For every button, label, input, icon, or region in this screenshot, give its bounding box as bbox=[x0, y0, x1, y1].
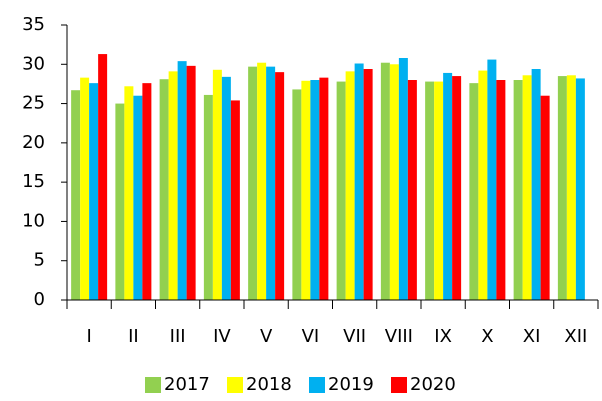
bar bbox=[363, 69, 373, 300]
bar bbox=[469, 83, 479, 301]
bar bbox=[336, 81, 346, 300]
bar bbox=[142, 83, 152, 301]
x-tick-label: VIII bbox=[385, 326, 413, 347]
legend-swatch bbox=[309, 377, 325, 393]
bar bbox=[575, 78, 585, 300]
bar bbox=[186, 65, 196, 300]
bar bbox=[380, 62, 390, 300]
legend-swatch bbox=[145, 377, 161, 393]
x-tick-label: VII bbox=[343, 326, 366, 347]
bar bbox=[487, 59, 497, 301]
bar bbox=[513, 80, 523, 300]
bar bbox=[407, 80, 417, 300]
bar bbox=[301, 80, 311, 301]
bar bbox=[133, 95, 143, 300]
bar bbox=[80, 77, 90, 301]
bar bbox=[266, 66, 276, 301]
x-tick-label: I bbox=[86, 326, 91, 347]
y-tick-label: 0 bbox=[34, 289, 45, 310]
bar bbox=[115, 103, 125, 300]
bar bbox=[443, 72, 453, 300]
bar bbox=[319, 77, 329, 301]
bar bbox=[540, 95, 550, 300]
x-tick-label: IV bbox=[213, 326, 231, 347]
y-tick-label: 35 bbox=[22, 14, 45, 35]
bar bbox=[522, 75, 532, 301]
bar bbox=[478, 70, 488, 300]
y-tick-label: 10 bbox=[22, 210, 45, 231]
y-tick-label: 30 bbox=[22, 53, 45, 74]
bar bbox=[566, 75, 576, 301]
bar bbox=[212, 69, 222, 301]
bar bbox=[168, 71, 178, 300]
bar bbox=[71, 90, 81, 300]
bar bbox=[230, 100, 240, 300]
bar bbox=[98, 54, 108, 301]
y-tick-label: 25 bbox=[22, 93, 45, 114]
x-tick-label: XII bbox=[564, 326, 587, 347]
bar bbox=[248, 66, 258, 301]
bar bbox=[531, 69, 541, 300]
x-tick-label: VI bbox=[302, 326, 320, 347]
legend-swatch bbox=[391, 377, 407, 393]
bar bbox=[434, 81, 444, 300]
bar bbox=[292, 89, 302, 300]
bar bbox=[557, 76, 567, 300]
bar bbox=[177, 61, 187, 301]
bar bbox=[345, 71, 355, 300]
bar bbox=[221, 76, 231, 300]
bar bbox=[354, 63, 364, 300]
bar bbox=[159, 79, 169, 300]
legend-label: 2018 bbox=[246, 374, 292, 395]
y-tick-label: 15 bbox=[22, 171, 45, 192]
bar bbox=[389, 64, 399, 301]
bar bbox=[124, 86, 134, 301]
legend-label: 2019 bbox=[328, 374, 374, 395]
x-tick-label: V bbox=[260, 326, 273, 347]
legend-swatch bbox=[227, 377, 243, 393]
bar bbox=[425, 81, 435, 300]
bar bbox=[89, 83, 99, 301]
bar bbox=[203, 94, 213, 300]
bar bbox=[310, 80, 320, 300]
x-tick-label: IX bbox=[434, 326, 452, 347]
x-tick-label: X bbox=[481, 326, 493, 347]
legend-label: 2017 bbox=[164, 374, 210, 395]
x-tick-label: XI bbox=[523, 326, 541, 347]
y-tick-label: 5 bbox=[34, 250, 45, 271]
x-tick-label: II bbox=[128, 326, 139, 347]
x-tick-label: III bbox=[170, 326, 186, 347]
bar bbox=[496, 80, 506, 300]
bar bbox=[275, 72, 285, 301]
y-tick-label: 20 bbox=[22, 132, 45, 153]
bar bbox=[257, 62, 267, 300]
legend-label: 2020 bbox=[410, 374, 456, 395]
bar bbox=[452, 76, 462, 300]
bar bbox=[398, 58, 408, 300]
